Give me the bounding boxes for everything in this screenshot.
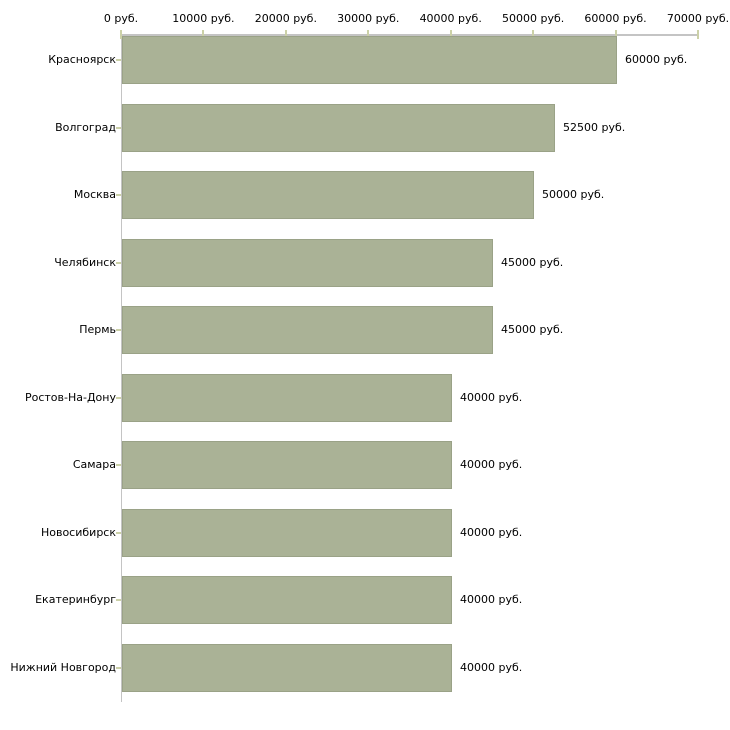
- bar-value-label: 40000 руб.: [460, 391, 523, 404]
- bar-value-label: 60000 руб.: [625, 53, 688, 66]
- y-axis-category-label: Новосибирск: [40, 526, 116, 539]
- y-axis-tick: [116, 194, 121, 196]
- bar-value-label: 40000 руб.: [460, 593, 523, 606]
- x-axis-tick-label: 10000 руб.: [172, 12, 235, 25]
- x-axis-tick-label: 0 руб.: [103, 12, 139, 25]
- x-axis-tick: [697, 30, 699, 39]
- bar-value-label: 50000 руб.: [542, 188, 605, 201]
- x-axis-tick-label: 40000 руб.: [419, 12, 482, 25]
- bar-value-label: 40000 руб.: [460, 661, 523, 674]
- y-axis-tick: [116, 127, 121, 129]
- x-axis-tick: [120, 30, 122, 39]
- y-axis-category-label: Пермь: [79, 323, 116, 336]
- y-axis-tick: [116, 464, 121, 466]
- x-axis-tick: [449, 30, 452, 39]
- y-axis-category-label: Красноярск: [48, 53, 116, 66]
- y-axis-tick: [116, 262, 121, 264]
- y-axis-tick: [116, 59, 121, 61]
- y-axis-category-label: Москва: [73, 188, 116, 201]
- y-axis-category-label: Самара: [72, 458, 116, 471]
- bar: [122, 171, 534, 219]
- x-axis-tick: [614, 30, 617, 39]
- y-axis-tick: [116, 599, 121, 601]
- x-axis-tick-label: 30000 руб.: [337, 12, 400, 25]
- x-axis-tick: [367, 30, 370, 39]
- bar: [122, 576, 452, 624]
- x-axis-tick-label: 20000 руб.: [254, 12, 317, 25]
- bar-value-label: 45000 руб.: [501, 323, 564, 336]
- y-axis-category-label: Волгоград: [55, 121, 116, 134]
- x-axis-tick: [532, 30, 535, 39]
- bar: [122, 36, 617, 84]
- bar: [122, 104, 555, 152]
- bar-value-label: 45000 руб.: [501, 256, 564, 269]
- y-axis-tick: [116, 329, 121, 331]
- y-axis-tick: [116, 532, 121, 534]
- x-axis-line: [121, 34, 699, 36]
- y-axis-category-label: Нижний Новгород: [10, 661, 116, 674]
- bar: [122, 644, 452, 692]
- bar: [122, 239, 493, 287]
- x-axis-tick: [284, 30, 287, 39]
- y-axis-tick: [116, 397, 121, 399]
- y-axis-tick: [116, 667, 121, 669]
- x-axis-tick-label: 70000 руб.: [666, 12, 730, 25]
- bar: [122, 374, 452, 422]
- x-axis-tick: [202, 30, 205, 39]
- bar: [122, 306, 493, 354]
- y-axis-category-label: Ростов-На-Дону: [24, 391, 116, 404]
- y-axis-category-label: Челябинск: [54, 256, 116, 269]
- bar-value-label: 40000 руб.: [460, 526, 523, 539]
- bar: [122, 509, 452, 557]
- bar: [122, 441, 452, 489]
- y-axis-line: [121, 35, 122, 702]
- bar-value-label: 40000 руб.: [460, 458, 523, 471]
- x-axis-tick-label: 50000 руб.: [502, 12, 565, 25]
- x-axis-tick-label: 60000 руб.: [584, 12, 647, 25]
- bar-value-label: 52500 руб.: [563, 121, 626, 134]
- y-axis-category-label: Екатеринбург: [35, 593, 116, 606]
